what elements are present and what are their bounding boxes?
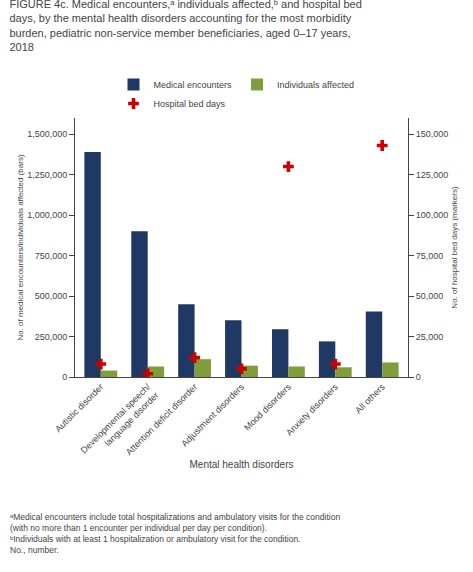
svg-text:Anxiety disorders: Anxiety disorders [284,381,340,437]
svg-text:50,000: 50,000 [416,291,444,301]
svg-text:Mood disorders: Mood disorders [242,381,293,432]
svg-text:Individuals affected: Individuals affected [277,80,354,90]
svg-text:Autistic disorder: Autistic disorder [53,382,105,434]
svg-text:750,000: 750,000 [35,251,68,261]
svg-text:1,500,000: 1,500,000 [27,129,67,139]
svg-text:75,000: 75,000 [416,251,444,261]
svg-text:125,000: 125,000 [416,170,449,180]
svg-text:Developmental speech/language: Developmental speech/language disorder [79,381,161,463]
svg-text:No. of hospital bed days (mark: No. of hospital bed days (markers) [450,186,459,309]
svg-text:Mental health disorders: Mental health disorders [190,459,294,470]
svg-text:FIGURE 4c. Medical encounters,: FIGURE 4c. Medical encounters,ᵃ individu… [9,0,361,53]
svg-text:ᵃMedical encounters include to: ᵃMedical encounters include total hospit… [10,512,340,555]
svg-text:1,250,000: 1,250,000 [27,170,67,180]
svg-text:No. of medical encounters/indi: No. of medical encounters/individuals af… [16,154,25,341]
svg-text:100,000: 100,000 [416,210,449,220]
svg-text:500,000: 500,000 [35,291,68,301]
svg-text:0: 0 [416,372,421,382]
svg-text:Adjustment disorders: Adjustment disorders [179,381,246,448]
svg-text:250,000: 250,000 [35,332,68,342]
svg-text:25,000: 25,000 [416,332,444,342]
svg-text:Hospital bed days: Hospital bed days [154,99,226,109]
svg-text:0: 0 [62,372,67,382]
svg-text:1,000,000: 1,000,000 [27,210,67,220]
svg-text:150,000: 150,000 [416,129,449,139]
svg-text:All others: All others [353,381,387,415]
svg-text:Medical encounters: Medical encounters [154,80,233,90]
svg-text:Attention deficit disorder: Attention deficit disorder [124,382,199,457]
